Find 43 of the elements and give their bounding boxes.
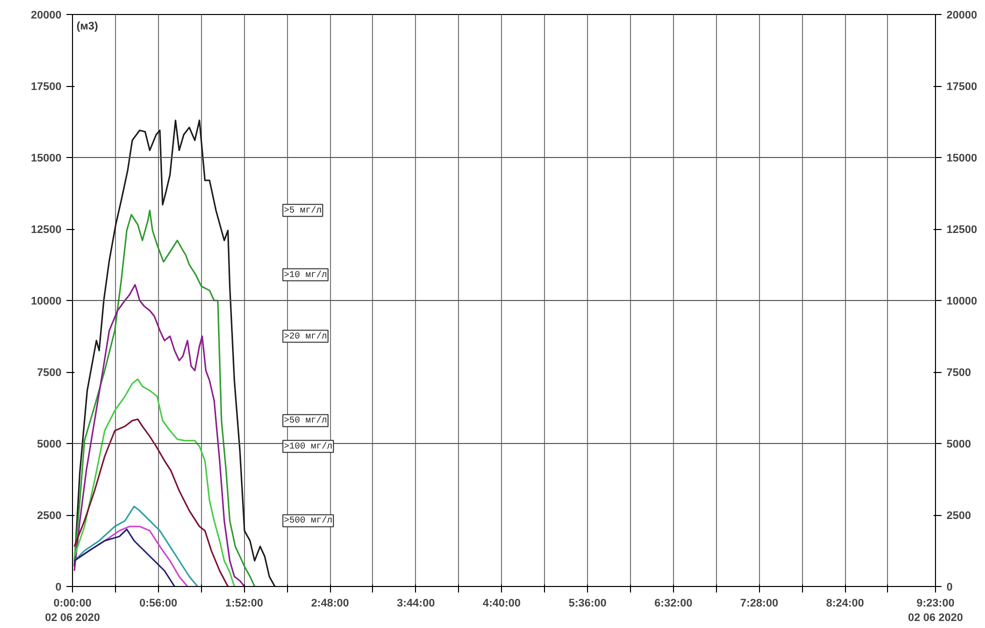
y-axis-title: (м3) (76, 20, 98, 32)
y-tick-label: 20000 (30, 10, 62, 22)
line-series (74, 378, 236, 586)
y2-tick-label: 7500 (946, 367, 971, 379)
y2-tick-label: 5000 (946, 438, 971, 450)
line-series (74, 506, 198, 586)
x-tick-label: 7:28:00 (740, 598, 778, 610)
text: >5 мг/л (284, 205, 322, 216)
y-tick-label: 5000 (37, 438, 62, 450)
line-series (74, 418, 229, 586)
line-series (74, 120, 276, 586)
line-series (74, 210, 256, 586)
x-tick-label: 3:44:00 (396, 598, 435, 610)
line-series (74, 284, 246, 586)
y2-tick-label: 10000 (946, 296, 978, 308)
y-tick-label: 0 (55, 582, 62, 594)
y-tick-label: 15000 (30, 152, 62, 164)
x-tick-label: 2:48:00 (311, 598, 349, 610)
y-tick-label: 7500 (37, 367, 62, 379)
x-tick-label: 5:36:00 (568, 598, 607, 610)
y-tick-label: 17500 (30, 81, 62, 93)
text: >50 мг/л (284, 416, 328, 426)
text: >100 мг/л (284, 441, 332, 452)
y2-tick-label: 17500 (946, 81, 978, 93)
x-tick-label: 9:23:00 02 06 2020 (908, 598, 964, 624)
x-tick-label: 6:32:00 (654, 598, 692, 610)
text: >500 мг/л (284, 516, 332, 526)
y-tick-label: 12500 (30, 224, 62, 236)
line-series (74, 528, 176, 586)
text: >20 мг/л (284, 331, 328, 342)
y-tick-label: 2500 (37, 510, 62, 522)
y2-tick-label: 15000 (946, 152, 978, 164)
y2-tick-label: 2500 (946, 510, 971, 522)
y-tick-label: 10000 (30, 296, 62, 308)
x-tick-label: 0:00:00 02 06 2020 (44, 598, 100, 624)
y2-tick-label: 20000 (946, 10, 978, 22)
text: >10 мг/л (284, 270, 328, 280)
x-tick-label: 0:56:00 (139, 598, 178, 610)
y2-tick-label: 12500 (946, 224, 978, 236)
y2-tick-label: 0 (946, 582, 953, 594)
x-tick-label: 4:40:00 (482, 598, 521, 610)
x-tick-label: 8:24:00 (826, 598, 864, 610)
x-tick-label: 1:52:00 (225, 598, 264, 610)
